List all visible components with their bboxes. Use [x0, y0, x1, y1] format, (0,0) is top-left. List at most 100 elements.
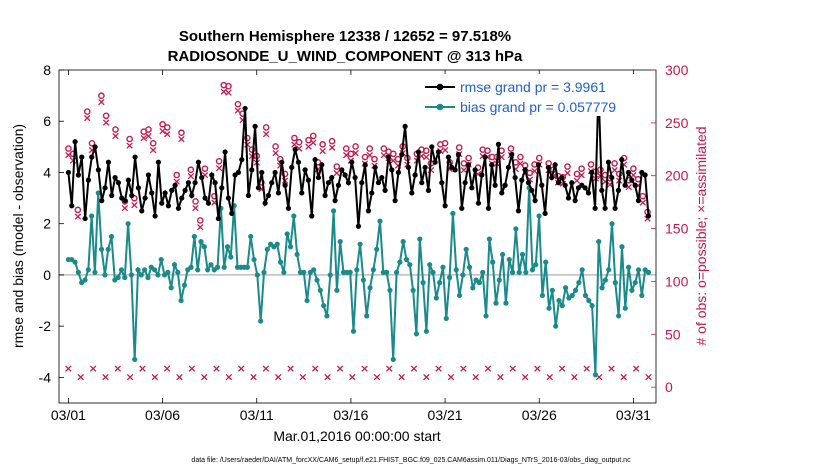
- rmse-point: [605, 159, 612, 165]
- obs-assimilated-marker: ×: [214, 161, 223, 174]
- rmse-point: [69, 203, 75, 209]
- rmse-point: [79, 154, 85, 160]
- rmse-point: [535, 162, 542, 168]
- rmse-point: [559, 174, 565, 181]
- y-left-tick-label: -2: [39, 318, 52, 334]
- bias-point: [151, 267, 158, 273]
- x-axis: 03/01 03/06 03/11 03/16 03/21 03/26 03/31: [51, 70, 651, 423]
- rmse-point: [612, 205, 618, 211]
- obs-possible-marker: [328, 137, 336, 145]
- rmse-point: [475, 200, 482, 206]
- rmse-point: [185, 180, 192, 186]
- rmse-point: [152, 213, 158, 219]
- legend-bias-marker: [436, 103, 444, 111]
- rmse-point: [349, 159, 355, 165]
- bias-point: [135, 267, 141, 273]
- obs-possible-marker: [309, 132, 317, 140]
- obs-possible-marker: [187, 166, 195, 174]
- obs-assimilated-marker: ×: [69, 154, 78, 167]
- obs-possible-marker: [366, 145, 374, 152]
- bias-point: [261, 269, 267, 275]
- obs-possible-marker: [83, 108, 91, 115]
- rmse-point: [112, 174, 118, 181]
- obs-possible-marker: [507, 145, 515, 152]
- bias-point: [645, 269, 652, 275]
- obs-assimilated-marker: ×: [276, 159, 285, 172]
- rmse-point: [495, 141, 502, 147]
- bias-point: [248, 233, 254, 240]
- obs-possible-marker: [465, 154, 472, 162]
- obs-assimilated-low-marker: ×: [594, 371, 603, 384]
- rmse-point: [302, 167, 308, 173]
- obs-assimilated-marker: ×: [210, 196, 219, 209]
- bias-point: [443, 315, 449, 322]
- rmse-point: [385, 154, 392, 160]
- obs-assimilated-marker: ×: [327, 141, 336, 154]
- y-right-tick-label: 50: [665, 326, 681, 342]
- bias-point: [506, 256, 512, 263]
- obs-assimilated-marker: ×: [365, 149, 374, 162]
- rmse-point: [452, 167, 458, 173]
- obs-assimilated-marker: ×: [64, 149, 73, 162]
- bias-point: [543, 259, 549, 265]
- rmse-point: [282, 182, 288, 188]
- rmse-point: [585, 190, 592, 196]
- obs-assimilated-marker: ×: [558, 177, 567, 190]
- bias-point: [589, 303, 595, 309]
- rmse-point: [522, 167, 528, 173]
- rmse-point: [179, 195, 185, 201]
- rmse-point: [442, 203, 448, 209]
- obs-assimilated-low-marker: ×: [434, 362, 443, 375]
- y-right-tick-label: 200: [665, 168, 689, 184]
- bias-point: [291, 213, 297, 219]
- bias-point: [516, 269, 522, 275]
- obs-possible-marker: [291, 134, 298, 142]
- rmse-point: [545, 164, 552, 170]
- rmse-point: [645, 213, 652, 219]
- rmse-point: [305, 177, 312, 183]
- rmse-point: [429, 144, 435, 150]
- bias-point: [277, 259, 284, 265]
- obs-assimilated-marker: ×: [633, 179, 642, 192]
- bias-point: [377, 218, 383, 224]
- obs-assimilated-low-marker: ×: [471, 371, 480, 384]
- bias-point: [330, 208, 337, 214]
- bias-point: [483, 313, 489, 319]
- obs-assimilated-marker: ×: [530, 164, 539, 177]
- bias-point: [224, 244, 231, 250]
- bias-point: [609, 221, 615, 227]
- bias-point: [417, 236, 423, 242]
- rmse-point: [122, 198, 128, 204]
- rmse-point: [489, 162, 495, 168]
- rmse-point: [272, 169, 278, 176]
- bias-point: [72, 259, 78, 265]
- bias-point: [513, 226, 519, 232]
- bias-point: [413, 331, 420, 337]
- obs-assimilated-marker: ×: [440, 143, 449, 156]
- rmse-point: [292, 146, 298, 153]
- rmse-point: [569, 180, 575, 186]
- obs-assimilated-marker: ×: [120, 201, 129, 214]
- rmse-point: [352, 174, 358, 181]
- footnote: data file: /Users/raeder/DAI/ATM_forcXX/…: [191, 457, 631, 464]
- obs-assimilated-marker: ×: [271, 146, 280, 159]
- bias-point: [98, 246, 105, 252]
- bias-point: [168, 285, 174, 291]
- obs-assimilated-marker: ×: [605, 178, 614, 191]
- obs-assimilated-marker: ×: [638, 196, 647, 209]
- rmse-point: [102, 185, 108, 191]
- obs-possible-marker: [281, 170, 289, 178]
- bias-point: [572, 287, 579, 293]
- bias-point: [569, 292, 575, 299]
- rmse-point: [465, 162, 472, 168]
- x-tick-label: 03/16: [333, 407, 368, 423]
- legend-rmse-text: rmse grand pr = 3.9961: [460, 79, 606, 95]
- obs-assimilated-marker: ×: [473, 168, 482, 181]
- rmse-point: [472, 167, 478, 173]
- obs-possible-marker: [611, 160, 618, 167]
- obs-possible-marker: [573, 170, 581, 178]
- rmse-point: [375, 180, 382, 186]
- bias-point: [599, 285, 605, 291]
- obs-assimilated-low-marker: ×: [113, 362, 122, 375]
- bias-point: [274, 241, 280, 247]
